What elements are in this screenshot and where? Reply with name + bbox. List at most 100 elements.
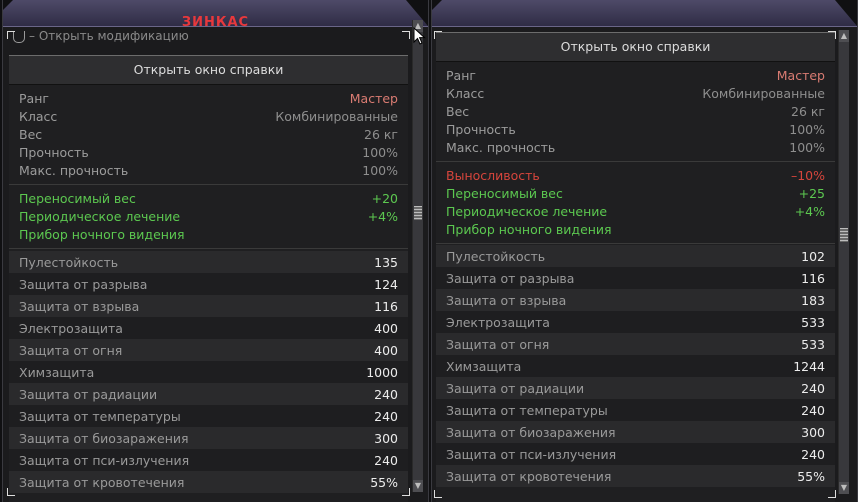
bonus-row: Переносимый вес +20 [9, 189, 408, 207]
protection-label: Электрозащита [446, 314, 550, 330]
frame-corner-tr [402, 31, 410, 39]
info-label: Вес [19, 126, 43, 142]
protection-label: Защита от разрыва [446, 270, 575, 286]
info-value: 100% [362, 162, 398, 178]
protection-label: Пулестойкость [19, 254, 119, 270]
bonus-label: Прибор ночного видения [446, 221, 612, 237]
titlebar-corner-right [835, 0, 857, 26]
left-tooltip-titlebar: ЗИНКАС [3, 0, 428, 30]
left-tooltip-content: Открыть окно справки Ранг Мастер Класс Ком… [9, 55, 408, 502]
info-value: 100% [789, 121, 825, 137]
protection-row: Защита от биозаражения 300 [9, 427, 408, 449]
frame-corner-br [828, 490, 836, 498]
protection-row: Защита от температуры 240 [436, 399, 835, 421]
open-help-button[interactable]: Открыть окно справки [436, 33, 835, 62]
bonus-row: Переносимый вес +25 [436, 184, 835, 202]
protection-label: Пулестойкость [446, 248, 546, 264]
info-label: Прочность [446, 121, 516, 137]
protection-row: Защита от радиации 240 [9, 383, 408, 405]
protection-row: Пулестойкость 135 [9, 251, 408, 273]
scroll-thumb[interactable] [414, 206, 422, 220]
protection-label: Защита от взрыва [446, 292, 567, 308]
protection-value: 1244 [793, 358, 825, 374]
protection-value: 240 [374, 408, 398, 424]
frame-corner-bl [434, 490, 442, 498]
info-row-durability: Прочность 100% [9, 143, 408, 161]
protection-label: Защита от биозаражения [19, 430, 189, 446]
frame-corner-tl [434, 31, 442, 39]
protection-label: Защита от температуры [446, 402, 608, 418]
info-row-class: Класс Комбинированные [436, 84, 835, 102]
scroll-down-arrow-icon[interactable]: ▼ [839, 482, 849, 494]
protection-row: Электрозащита 400 [9, 317, 408, 339]
protection-value: 300 [374, 430, 398, 446]
protection-value: 240 [374, 386, 398, 402]
protection-label: Защита от радиации [446, 380, 585, 396]
scroll-down-arrow-icon[interactable]: ▼ [413, 480, 423, 492]
protection-value: 116 [801, 270, 825, 286]
info-section: Ранг Мастер Класс Комбинированные Вес 26 кг… [436, 62, 835, 162]
protection-row: Защита от биозаражения 300 [436, 421, 835, 443]
protection-value: 102 [801, 248, 825, 264]
scroll-thumb[interactable] [840, 228, 848, 242]
protection-value: 240 [374, 452, 398, 468]
bonus-section: Выносливость –10% Переносимый вес +25 Пери… [436, 162, 835, 244]
info-value: 26 кг [791, 103, 825, 119]
right-tooltip-titlebar [432, 0, 857, 27]
protection-label: Защита от температуры [19, 408, 181, 424]
protection-label: Химзащита [19, 364, 95, 380]
protection-value: 533 [801, 314, 825, 330]
protection-row: Защита от кровотечения 55% [436, 465, 835, 487]
scroll-up-arrow-icon[interactable]: ▲ [413, 20, 423, 32]
right-scrollbar[interactable]: ▲ ▼ [838, 30, 849, 494]
protection-row: Защита от разрыва 116 [436, 267, 835, 289]
info-value: Комбинированные [275, 108, 398, 124]
bonus-row: Периодическое лечение +4% [436, 202, 835, 220]
protection-row: Защита от взрыва 116 [9, 295, 408, 317]
protection-value: 135 [374, 254, 398, 270]
titlebar-corner-left [432, 0, 442, 10]
frame-corner-tr [828, 31, 836, 39]
penalty-label: Выносливость [446, 167, 540, 183]
protection-row: Электрозащита 533 [436, 311, 835, 333]
protection-label: Химзащита [446, 358, 522, 374]
protection-label: Защита от огня [446, 336, 550, 352]
protection-value: 183 [801, 292, 825, 308]
protection-row: Защита от разрыва 124 [9, 273, 408, 295]
protection-row: Защита от взрыва 183 [436, 289, 835, 311]
info-value: Комбинированные [702, 85, 825, 101]
info-value: 26 кг [364, 126, 398, 142]
protection-row: Химзащита 1244 [436, 355, 835, 377]
protection-list: Пулестойкость 135 Защита от разрыва 124 За… [9, 249, 408, 493]
protection-row: Защита от огня 533 [436, 333, 835, 355]
protection-value: 55% [797, 468, 825, 484]
info-section: Ранг Мастер Класс Комбинированные Вес 26 кг… [9, 85, 408, 185]
info-label: Макс. прочность [446, 139, 556, 155]
open-mod-hint[interactable]: – Открыть модификацию [13, 28, 189, 44]
armor-mod-icon [13, 30, 25, 43]
left-item-tooltip: ЗИНКАС – Открыть модификацию Открыть окн… [2, 0, 429, 502]
protection-value: 400 [374, 342, 398, 358]
info-value: Мастер [349, 90, 398, 106]
info-row-rank: Ранг Мастер [436, 66, 835, 84]
info-value: 100% [362, 144, 398, 160]
titlebar-corner-right [406, 0, 428, 26]
frame-corner-tl [7, 31, 15, 39]
protection-value: 240 [801, 446, 825, 462]
cursor-arrow-icon [413, 27, 426, 45]
right-tooltip-content: Открыть окно справки Ранг Мастер Класс Ком… [436, 32, 835, 502]
protection-label: Защита от огня [19, 342, 123, 358]
protection-label: Защита от разрыва [19, 276, 148, 292]
info-label: Класс [19, 108, 58, 124]
bonus-row: Прибор ночного видения [436, 220, 835, 238]
open-help-button[interactable]: Открыть окно справки [9, 56, 408, 85]
left-scrollbar[interactable]: ▲ ▼ [412, 20, 423, 492]
info-row-rank: Ранг Мастер [9, 89, 408, 107]
bonus-section: Переносимый вес +20 Периодическое лечение… [9, 185, 408, 249]
protection-row: Защита от огня 400 [9, 339, 408, 361]
protection-value: 240 [801, 380, 825, 396]
protection-label: Электрозащита [19, 320, 123, 336]
scroll-up-arrow-icon[interactable]: ▲ [839, 30, 849, 42]
penalty-row: Выносливость –10% [436, 166, 835, 184]
protection-value: 116 [374, 298, 398, 314]
